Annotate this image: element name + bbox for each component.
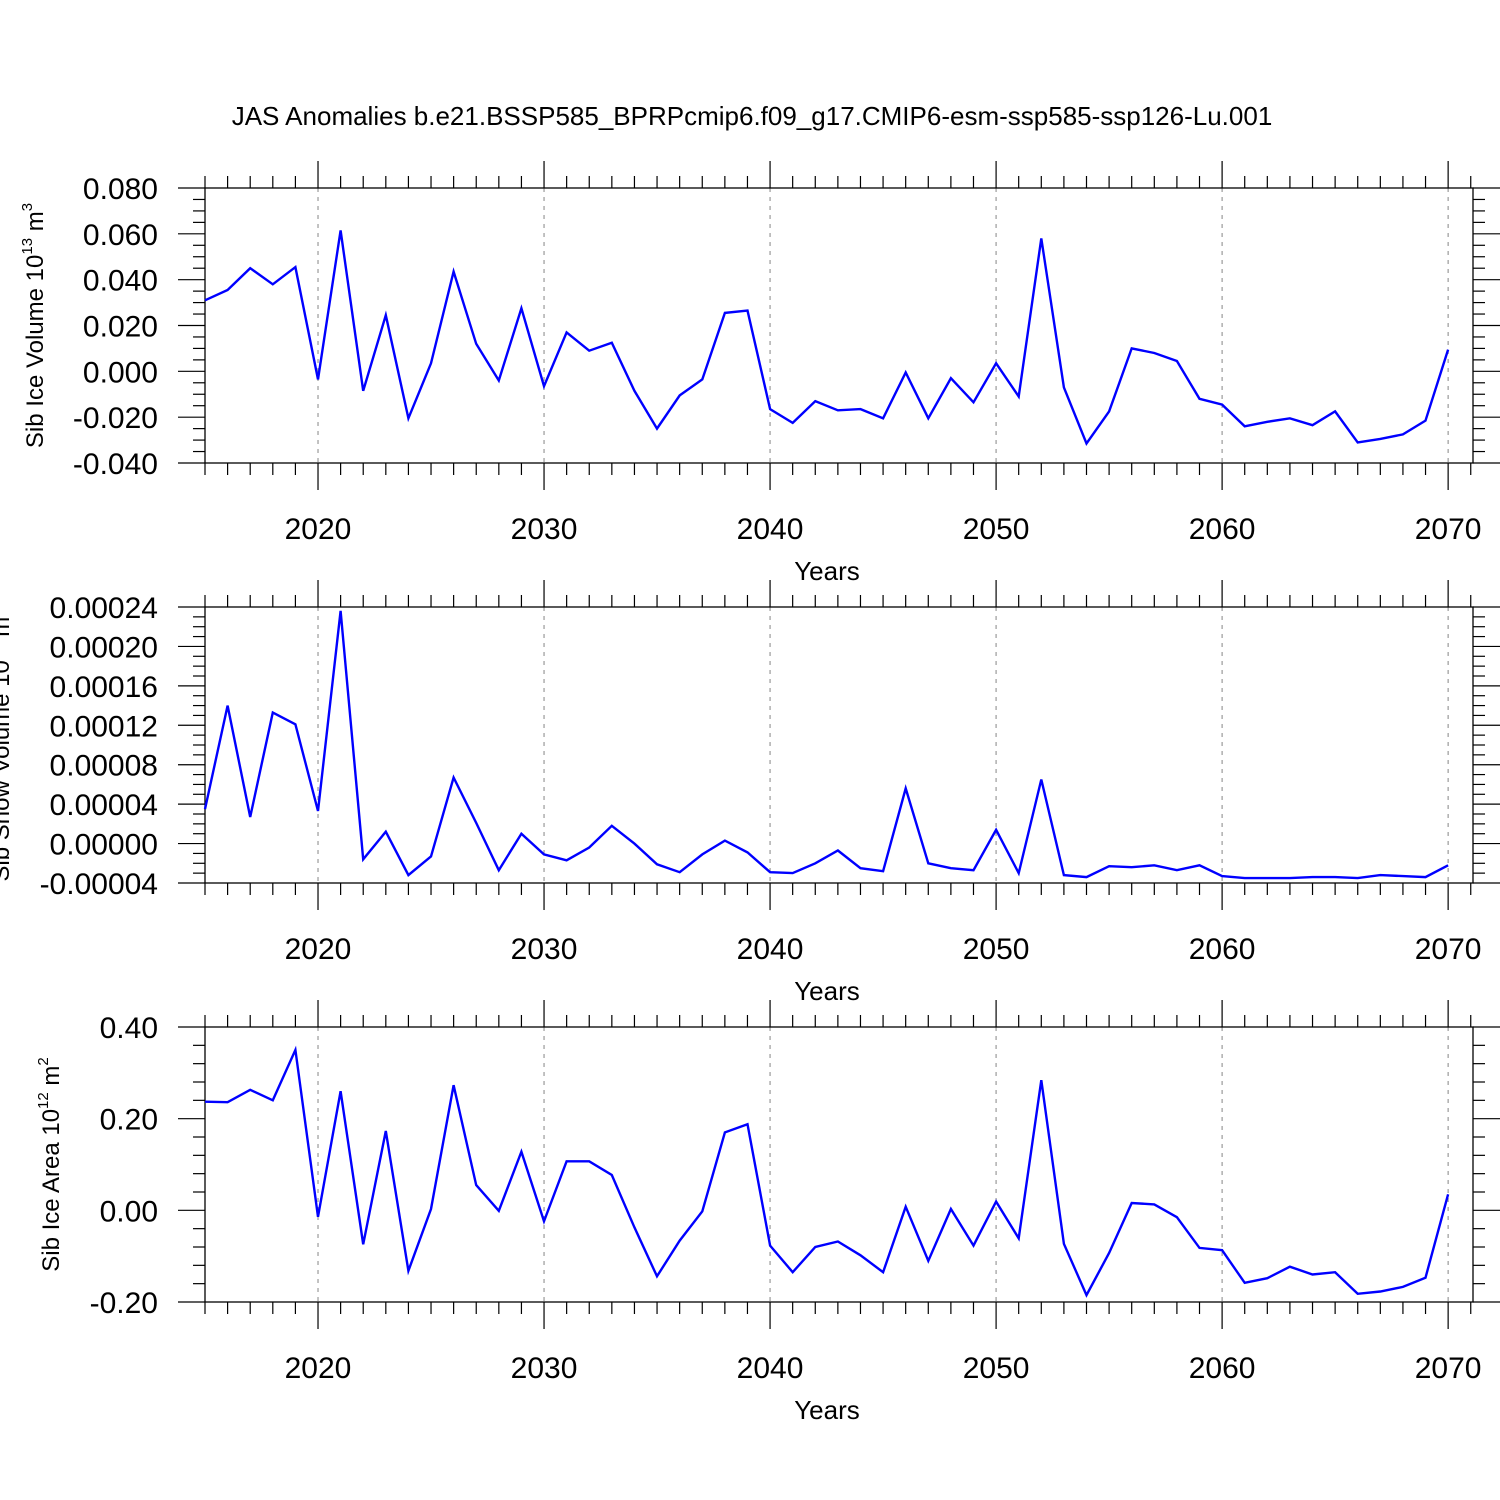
x-tick-label: 2050 bbox=[963, 933, 1030, 966]
y-tick-label: 0.00016 bbox=[50, 671, 158, 704]
y-axis-label-exp: 12 bbox=[35, 1092, 52, 1109]
y-axis-label-exp: 13 bbox=[19, 238, 36, 255]
y-tick-label: 0.080 bbox=[83, 173, 158, 206]
series-line bbox=[203, 610, 1449, 880]
y-axis-label-unit-exp: 3 bbox=[19, 203, 36, 211]
y-tick-label: -0.040 bbox=[73, 448, 158, 481]
y-tick-label: -0.20 bbox=[90, 1287, 158, 1320]
y-tick-label: 0.20 bbox=[100, 1104, 158, 1137]
y-axis-label-unit-exp: 2 bbox=[35, 1057, 52, 1065]
y-axis-label: Sib Snow Volume 1013 m3 bbox=[0, 608, 15, 881]
y-tick-label: 0.40 bbox=[100, 1012, 158, 1045]
x-tick-label: 2050 bbox=[963, 1352, 1030, 1385]
plot-frame bbox=[204, 606, 1474, 884]
y-tick-label: 0.060 bbox=[83, 219, 158, 252]
y-tick-label: 0.00008 bbox=[50, 750, 158, 783]
y-axis-label-text: Sib Snow Volume 10 bbox=[0, 660, 15, 881]
chart-title: JAS Anomalies b.e21.BSSP585_BPRPcmip6.f0… bbox=[232, 101, 1273, 131]
panel-sib-snow-volume: -0.00004 0.00000 0.00004 0.00008 0.00012 0.00… bbox=[0, 580, 1500, 1006]
y-axis-label-exp: 13 bbox=[0, 643, 2, 660]
x-tick-label: 2070 bbox=[1415, 513, 1482, 546]
panel-sib-ice-area: -0.20 0.00 0.20 0.40 2020 2030 2040 2050 2060 207… bbox=[35, 1000, 1500, 1425]
panel-sib-ice-volume: -0.040 -0.020 0.000 0.020 0.040 0.060 0.080 202… bbox=[19, 161, 1500, 586]
y-axis-label-unit: m bbox=[0, 617, 15, 644]
y-axis-label-unit-exp: 3 bbox=[0, 608, 2, 616]
series-line bbox=[204, 230, 1450, 446]
x-tick-label: 2020 bbox=[285, 513, 352, 546]
x-tick-label: 2060 bbox=[1189, 513, 1256, 546]
x-tick-label: 2040 bbox=[737, 513, 804, 546]
y-axis-label: Sib Ice Volume 1013 m3 bbox=[19, 203, 49, 448]
x-axis-label: Years bbox=[794, 1395, 860, 1425]
y-tick-label: 0.00004 bbox=[50, 789, 158, 822]
x-tick-label: 2020 bbox=[285, 933, 352, 966]
y-tick-label: 0.040 bbox=[83, 265, 158, 298]
y-axis-label-text: Sib Ice Volume 10 bbox=[22, 255, 49, 448]
y-axis-label-text: Sib Ice Area 10 bbox=[38, 1109, 65, 1272]
x-axis-label: Years bbox=[794, 976, 860, 1006]
x-tick-label: 2030 bbox=[511, 1352, 578, 1385]
series-line bbox=[204, 1045, 1450, 1298]
y-axis-label-unit: m bbox=[22, 211, 49, 238]
y-tick-label: 0.00012 bbox=[50, 710, 158, 743]
y-axis-label-unit: m bbox=[38, 1066, 65, 1093]
x-tick-label: 2070 bbox=[1415, 933, 1482, 966]
y-tick-label: 0.020 bbox=[83, 311, 158, 344]
x-tick-label: 2050 bbox=[963, 513, 1030, 546]
y-tick-label: 0.00 bbox=[100, 1195, 158, 1228]
x-tick-label: 2020 bbox=[285, 1352, 352, 1385]
x-tick-label: 2040 bbox=[737, 1352, 804, 1385]
x-tick-label: 2060 bbox=[1189, 1352, 1256, 1385]
y-tick-label: -0.020 bbox=[73, 402, 158, 435]
x-axis-label: Years bbox=[794, 556, 860, 586]
plot-frame bbox=[204, 1026, 1474, 1303]
x-tick-label: 2060 bbox=[1189, 933, 1256, 966]
x-tick-label: 2030 bbox=[511, 933, 578, 966]
x-tick-label: 2040 bbox=[737, 933, 804, 966]
y-tick-label: 0.00020 bbox=[50, 631, 158, 664]
y-tick-label: 0.00024 bbox=[50, 592, 158, 625]
y-tick-label: -0.00004 bbox=[40, 868, 158, 901]
y-tick-label: 0.00000 bbox=[50, 829, 158, 862]
plot-frame bbox=[204, 187, 1474, 464]
x-tick-label: 2070 bbox=[1415, 1352, 1482, 1385]
y-axis-label: Sib Ice Area 1012 m2 bbox=[35, 1057, 65, 1271]
x-tick-label: 2030 bbox=[511, 513, 578, 546]
y-tick-label: 0.000 bbox=[83, 356, 158, 389]
